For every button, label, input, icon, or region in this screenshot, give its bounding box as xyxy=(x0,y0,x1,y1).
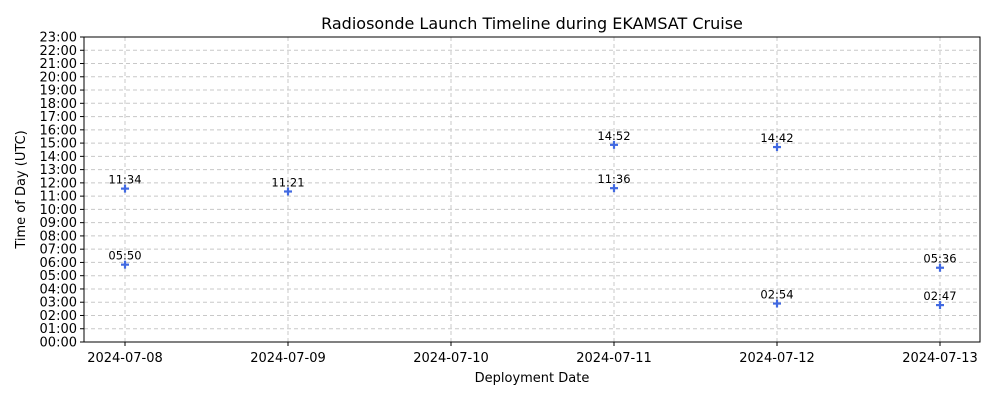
x-tick-label: 2024-07-13 xyxy=(902,351,978,366)
y-tick-label: 08:00 xyxy=(40,229,77,244)
data-label: 05:50 xyxy=(108,249,141,263)
plot-frame xyxy=(83,36,981,343)
y-tick-label: 02:00 xyxy=(40,309,77,324)
y-tick-label: 16:00 xyxy=(40,123,77,138)
data-label: 14:42 xyxy=(760,131,793,145)
x-tick-label: 2024-07-09 xyxy=(250,351,326,366)
y-tick-label: 01:00 xyxy=(40,322,77,337)
y-tick-label: 20:00 xyxy=(40,70,77,85)
data-label: 11:36 xyxy=(597,172,630,186)
x-axis-ticks: 2024-07-08 2024-07-09 2024-07-10 2024-07-11… xyxy=(87,342,978,366)
y-tick-label: 07:00 xyxy=(40,243,77,258)
y-tick-label: 18:00 xyxy=(40,97,77,112)
y-tick-label: 10:00 xyxy=(40,203,77,218)
y-tick-label: 14:00 xyxy=(40,150,77,165)
y-axis-ticks: 00:0001:0002:0003:0004:0005:0006:0007:00… xyxy=(40,31,84,351)
data-point: 11:36 xyxy=(597,172,631,193)
y-tick-label: 19:00 xyxy=(40,84,77,99)
y-tick-label: 22:00 xyxy=(40,44,77,59)
y-axis-label: Time of Day (UTC) xyxy=(14,130,29,249)
data-point: 14:42 xyxy=(760,131,794,152)
x-tick-label: 2024-07-11 xyxy=(576,351,652,366)
grid-lines xyxy=(84,36,980,343)
y-tick-label: 23:00 xyxy=(40,31,77,46)
y-tick-label: 21:00 xyxy=(40,57,77,72)
y-tick-label: 05:00 xyxy=(40,269,77,284)
y-tick-label: 15:00 xyxy=(40,137,77,152)
data-label: 02:47 xyxy=(923,289,956,303)
data-label: 11:34 xyxy=(108,173,141,187)
data-label: 02:54 xyxy=(760,288,793,302)
chart-title: Radiosonde Launch Timeline during EKAMSA… xyxy=(321,14,743,33)
data-point: 14:52 xyxy=(597,129,631,149)
x-tick-label: 2024-07-12 xyxy=(739,351,815,366)
data-label: 05:36 xyxy=(923,252,956,266)
data-point: 02:54 xyxy=(760,288,794,308)
data-points: 05:50 11:34 11:21 11:36 14:52 02:54 14:42 02:47… xyxy=(108,129,957,310)
x-tick-label: 2024-07-08 xyxy=(87,351,163,366)
data-label: 14:52 xyxy=(597,129,630,143)
data-point: 05:50 xyxy=(108,249,142,269)
y-tick-label: 09:00 xyxy=(40,216,77,231)
y-tick-label: 03:00 xyxy=(40,296,77,311)
y-tick-label: 12:00 xyxy=(40,176,77,191)
y-tick-label: 00:00 xyxy=(40,336,77,351)
y-tick-label: 17:00 xyxy=(40,110,77,125)
y-tick-label: 06:00 xyxy=(40,256,77,271)
data-point: 11:34 xyxy=(108,173,142,193)
data-point: 02:47 xyxy=(923,289,957,310)
y-tick-label: 13:00 xyxy=(40,163,77,178)
y-tick-label: 04:00 xyxy=(40,282,77,297)
data-label: 11:21 xyxy=(271,175,304,189)
data-point: 05:36 xyxy=(923,252,957,272)
data-point: 11:21 xyxy=(271,175,305,196)
x-axis-label: Deployment Date xyxy=(475,371,590,386)
x-tick-label: 2024-07-10 xyxy=(413,351,489,366)
y-tick-label: 11:00 xyxy=(40,190,77,205)
